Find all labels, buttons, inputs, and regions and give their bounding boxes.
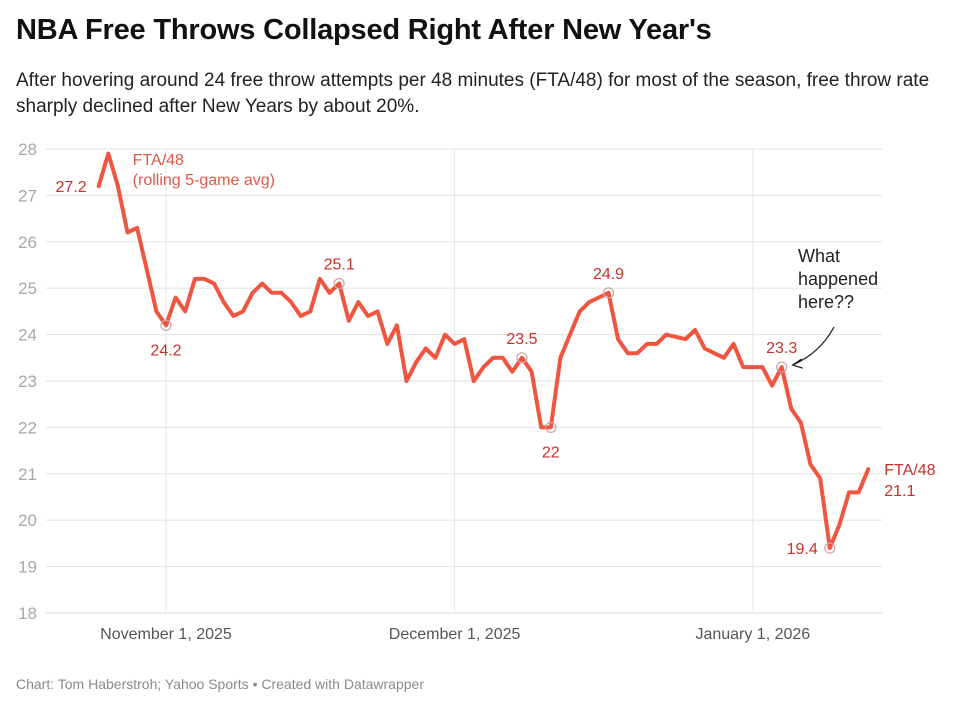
y-tick-label: 26 (18, 233, 37, 252)
data-label: 25.1 (324, 257, 355, 274)
data-label: 23.5 (506, 331, 537, 348)
series-label-start-sub: (rolling 5-game avg) (133, 172, 275, 189)
series-line-fta48 (96, 151, 871, 550)
chart-credit: Chart: Tom Haberstroh; Yahoo Sports • Cr… (16, 676, 424, 692)
y-tick-label: 24 (18, 326, 37, 345)
data-label-marker (545, 421, 557, 433)
y-tick-label: 22 (18, 418, 37, 437)
y-tick-label: 28 (18, 140, 37, 159)
data-label: 23.3 (766, 340, 797, 357)
data-label-marker (602, 287, 615, 299)
y-tick-label: 21 (18, 465, 37, 484)
annotation-text: happened (798, 269, 878, 289)
x-tick-label: December 1, 2025 (389, 626, 521, 643)
data-label: 24.9 (593, 266, 624, 283)
y-tick-label: 25 (18, 279, 37, 298)
y-gridlines (46, 148, 882, 614)
series-label-end-value: 21.1 (884, 483, 915, 500)
series-label-end: FTA/48 (884, 462, 935, 479)
data-label: 27.2 (56, 179, 87, 196)
data-label-marker (824, 542, 836, 554)
annotation-text: here?? (798, 292, 854, 312)
y-tick-label: 19 (18, 558, 37, 577)
y-tick-label: 18 (18, 604, 37, 623)
x-tick-label: January 1, 2026 (695, 626, 810, 643)
annotations: What happened here?? (791, 246, 878, 369)
data-label: 19.4 (787, 541, 818, 558)
annotation-arrow (792, 326, 835, 366)
data-label-marker (516, 352, 528, 364)
y-tick-label: 23 (18, 372, 37, 391)
x-tick-label: November 1, 2025 (100, 626, 232, 643)
chart-subtitle: After hovering around 24 free throw atte… (16, 70, 930, 117)
annotation-text: What (798, 246, 840, 266)
y-tick-label: 27 (18, 186, 37, 205)
data-labels: FTA/48 (rolling 5-game avg) FTA/48 21.1 27.2… (56, 152, 936, 558)
data-label-marker (160, 319, 172, 331)
x-gridlines (165, 149, 754, 613)
data-label-marker (333, 277, 345, 290)
y-tick-label: 20 (18, 511, 37, 530)
y-axis-ticks: 18 19 20 21 22 23 24 25 26 27 28 (18, 140, 37, 623)
series-group (96, 151, 871, 550)
data-label: 24.2 (150, 342, 181, 359)
data-label-marker (776, 361, 788, 373)
series-label-start: FTA/48 (133, 152, 184, 169)
chart-title: NBA Free Throws Collapsed Right After Ne… (16, 14, 712, 46)
x-axis-ticks: November 1, 2025 December 1, 2025 January … (100, 626, 810, 643)
data-label: 22 (542, 444, 560, 461)
arrowhead-icon (791, 358, 803, 369)
